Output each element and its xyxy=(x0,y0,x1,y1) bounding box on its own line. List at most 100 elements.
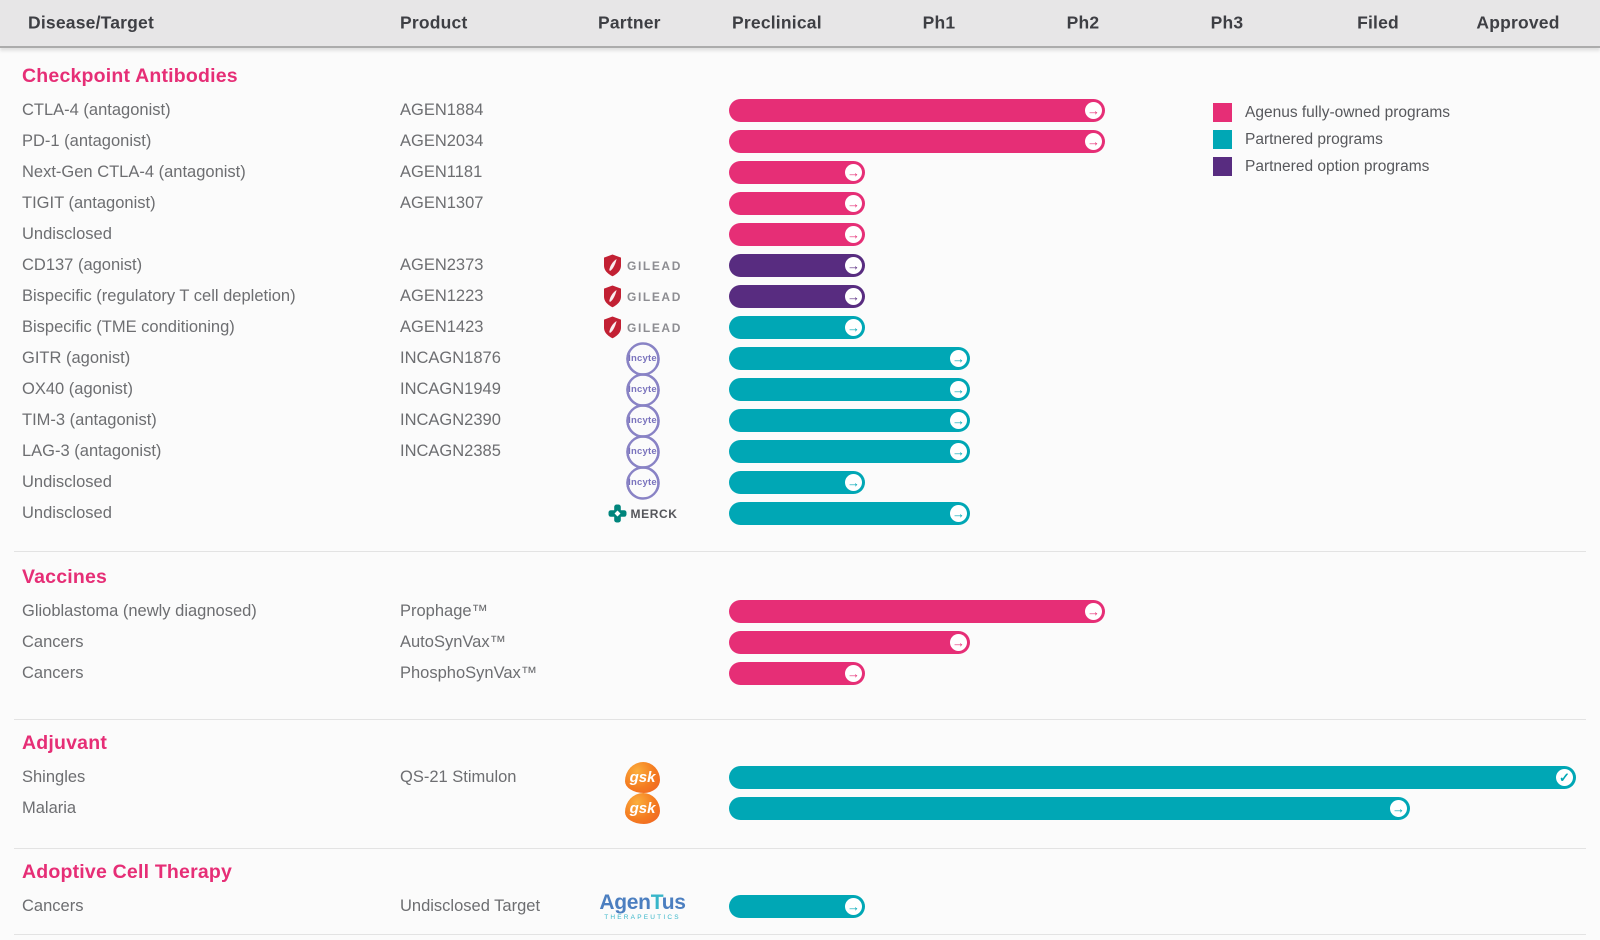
section-rows: Shingles QS-21 Stimulon gsk ✓ Malaria gsk → xyxy=(0,762,1600,824)
section-divider xyxy=(14,551,1586,552)
column-header-ph1: Ph1 xyxy=(922,12,956,33)
pipeline-row: Cancers Undisclosed Target AgenTus THERAPEU… xyxy=(0,891,1600,922)
legend-swatch-pink xyxy=(1213,103,1232,122)
arrow-icon: → xyxy=(845,319,862,336)
arrow-icon: → xyxy=(845,195,862,212)
pipeline-row: OX40 (agonist) INCAGN1949 Incyte → xyxy=(0,372,1600,407)
bar-track: → xyxy=(700,378,1600,401)
product-cell: AGEN1423 xyxy=(400,318,484,336)
column-header-disease-target: Disease/Target xyxy=(28,12,155,33)
partner-cell: Incyte xyxy=(585,464,700,502)
arrow-icon: → xyxy=(845,257,862,274)
pipeline-bar: → xyxy=(729,192,865,215)
pipeline-bar: → xyxy=(729,378,970,401)
pipeline-row: PD-1 (antagonist) AGEN2034 → xyxy=(0,126,1600,157)
pipeline-row: GITR (agonist) INCAGN1876 Incyte → xyxy=(0,341,1600,376)
product-cell: PhosphoSynVax™ xyxy=(400,664,538,682)
pipeline-row: Glioblastoma (newly diagnosed) Prophage™ → xyxy=(0,596,1600,627)
legend-item: Partnered programs xyxy=(1213,126,1450,153)
pipeline-bar: → xyxy=(729,223,865,246)
column-header-approved: Approved xyxy=(1476,12,1560,33)
pipeline-row: Malaria gsk → xyxy=(0,793,1600,824)
pipeline-row: CTLA-4 (antagonist) AGEN1884 → xyxy=(0,95,1600,126)
bar-track: → xyxy=(700,254,1600,277)
section-rows: Cancers Undisclosed Target AgenTus THERAPEU… xyxy=(0,891,1600,922)
merck-cross-icon xyxy=(608,504,626,523)
product-cell: INCAGN2390 xyxy=(400,411,501,429)
pipeline-bar: ✓ xyxy=(729,766,1576,789)
pipeline-bar: → xyxy=(729,254,865,277)
arrow-icon: → xyxy=(1085,603,1102,620)
pipeline-bar: → xyxy=(729,347,970,370)
pipeline-row: Bispecific (regulatory T cell depletion)… xyxy=(0,281,1600,312)
disease-cell: Undisclosed xyxy=(22,225,112,243)
disease-cell: LAG-3 (antagonist) xyxy=(22,442,162,460)
pipeline-bar: → xyxy=(729,502,970,525)
product-cell: INCAGN2385 xyxy=(400,442,501,460)
partner-cell: GILEAD xyxy=(585,254,700,277)
pipeline-bar: → xyxy=(729,631,970,654)
pipeline-row: TIGIT (antagonist) AGEN1307 → xyxy=(0,188,1600,219)
arrow-icon: → xyxy=(950,505,967,522)
bar-track: → xyxy=(700,662,1600,685)
disease-cell: Glioblastoma (newly diagnosed) xyxy=(22,602,257,620)
disease-cell: Shingles xyxy=(22,768,86,786)
product-cell: AGEN2034 xyxy=(400,132,484,150)
column-header-preclinical: Preclinical xyxy=(732,12,822,33)
arrow-icon: → xyxy=(845,226,862,243)
agentus-wordmark: AgenTus xyxy=(599,890,686,914)
bar-track: → xyxy=(700,99,1600,122)
disease-cell: OX40 (agonist) xyxy=(22,380,133,398)
pipeline-bar: → xyxy=(729,895,865,918)
pipeline-row: Undisclosed MERCK → xyxy=(0,498,1600,529)
incyte-logo: Incyte xyxy=(624,464,662,502)
column-header-row: Disease/Target Product Partner Preclinical P… xyxy=(0,0,1600,48)
pipeline-bar: → xyxy=(729,99,1105,122)
arrow-icon: → xyxy=(950,412,967,429)
disease-cell: TIGIT (antagonist) xyxy=(22,194,156,212)
legend-swatch-teal xyxy=(1213,130,1232,149)
section-rows: Glioblastoma (newly diagnosed) Prophage™ →… xyxy=(0,596,1600,689)
partner-cell: MERCK xyxy=(585,504,700,523)
disease-cell: Next-Gen CTLA-4 (antagonist) xyxy=(22,163,246,181)
pipeline-row: TIM-3 (antagonist) INCAGN2390 Incyte → xyxy=(0,403,1600,438)
legend-swatch-purple xyxy=(1213,157,1232,176)
incyte-wordmark: Incyte xyxy=(628,353,657,364)
bar-track: → xyxy=(700,347,1600,370)
pipeline-row: Next-Gen CTLA-4 (antagonist) AGEN1181 → xyxy=(0,157,1600,188)
gilead-wordmark: GILEAD xyxy=(627,258,682,273)
pipeline-bar: → xyxy=(729,797,1410,820)
bar-track: → xyxy=(700,440,1600,463)
arrow-icon: → xyxy=(950,443,967,460)
bar-track: → xyxy=(700,192,1600,215)
disease-cell: Malaria xyxy=(22,799,77,817)
product-cell: Prophage™ xyxy=(400,602,489,620)
product-cell: AGEN2373 xyxy=(400,256,484,274)
gilead-wordmark: GILEAD xyxy=(627,289,682,304)
section-rows: CTLA-4 (antagonist) AGEN1884 → PD-1 (antago… xyxy=(0,95,1600,529)
gilead-shield-icon xyxy=(604,316,622,339)
arrow-icon: → xyxy=(1085,102,1102,119)
column-header-product: Product xyxy=(400,12,468,33)
partner-cell: gsk xyxy=(585,793,700,824)
agentus-sublabel: THERAPEUTICS xyxy=(604,913,681,921)
pipeline-bar: → xyxy=(729,161,865,184)
legend-label: Agenus fully-owned programs xyxy=(1245,103,1451,121)
product-cell: INCAGN1876 xyxy=(400,349,501,367)
disease-cell: Cancers xyxy=(22,897,84,915)
bar-track: → xyxy=(700,471,1600,494)
product-cell: AutoSynVax™ xyxy=(400,633,507,651)
arrow-icon: → xyxy=(950,350,967,367)
arrow-icon: → xyxy=(845,288,862,305)
incyte-ring-icon xyxy=(625,465,660,500)
pipeline-bar: → xyxy=(729,471,865,494)
incyte-wordmark: Incyte xyxy=(628,384,657,395)
bar-track: → xyxy=(700,631,1600,654)
disease-cell: CTLA-4 (antagonist) xyxy=(22,101,171,119)
bar-track: → xyxy=(700,316,1600,339)
arrow-icon: → xyxy=(845,665,862,682)
disease-cell: GITR (agonist) xyxy=(22,349,131,367)
product-cell: AGEN1307 xyxy=(400,194,484,212)
merck-wordmark: MERCK xyxy=(630,506,678,521)
section-divider xyxy=(14,934,1586,935)
